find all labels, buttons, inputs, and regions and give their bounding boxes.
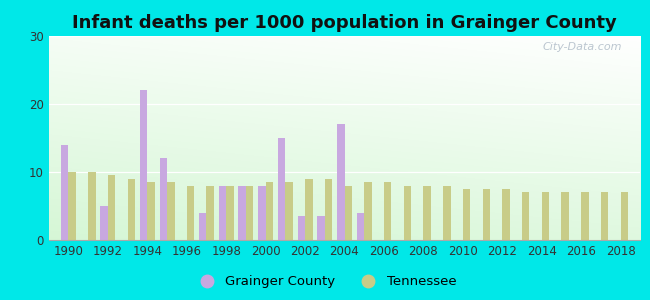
Legend: Grainger County, Tennessee: Grainger County, Tennessee: [188, 270, 462, 293]
Bar: [167, 182, 175, 240]
Bar: [522, 192, 530, 240]
Bar: [266, 182, 273, 240]
Bar: [404, 186, 411, 240]
Bar: [621, 192, 628, 240]
Bar: [159, 158, 167, 240]
Bar: [187, 186, 194, 240]
Bar: [463, 189, 471, 240]
Bar: [258, 186, 266, 240]
Bar: [601, 192, 608, 240]
Bar: [148, 182, 155, 240]
Bar: [88, 172, 96, 240]
Bar: [108, 176, 116, 240]
Bar: [423, 186, 431, 240]
Bar: [127, 179, 135, 240]
Bar: [68, 172, 76, 240]
Title: Infant deaths per 1000 population in Grainger County: Infant deaths per 1000 population in Gra…: [72, 14, 617, 32]
Bar: [384, 182, 391, 240]
Bar: [226, 186, 234, 240]
Bar: [218, 186, 226, 240]
Bar: [246, 186, 254, 240]
Text: City-Data.com: City-Data.com: [543, 42, 623, 52]
Bar: [337, 124, 344, 240]
Bar: [100, 206, 108, 240]
Bar: [581, 192, 589, 240]
Bar: [298, 216, 305, 240]
Bar: [325, 179, 332, 240]
Bar: [482, 189, 490, 240]
Bar: [61, 145, 68, 240]
Bar: [357, 213, 364, 240]
Bar: [541, 192, 549, 240]
Bar: [317, 216, 325, 240]
Bar: [140, 90, 148, 240]
Bar: [344, 186, 352, 240]
Bar: [278, 138, 285, 240]
Bar: [443, 186, 450, 240]
Bar: [305, 179, 313, 240]
Bar: [199, 213, 207, 240]
Bar: [364, 182, 372, 240]
Bar: [502, 189, 510, 240]
Bar: [285, 182, 293, 240]
Bar: [239, 186, 246, 240]
Bar: [562, 192, 569, 240]
Bar: [207, 186, 214, 240]
